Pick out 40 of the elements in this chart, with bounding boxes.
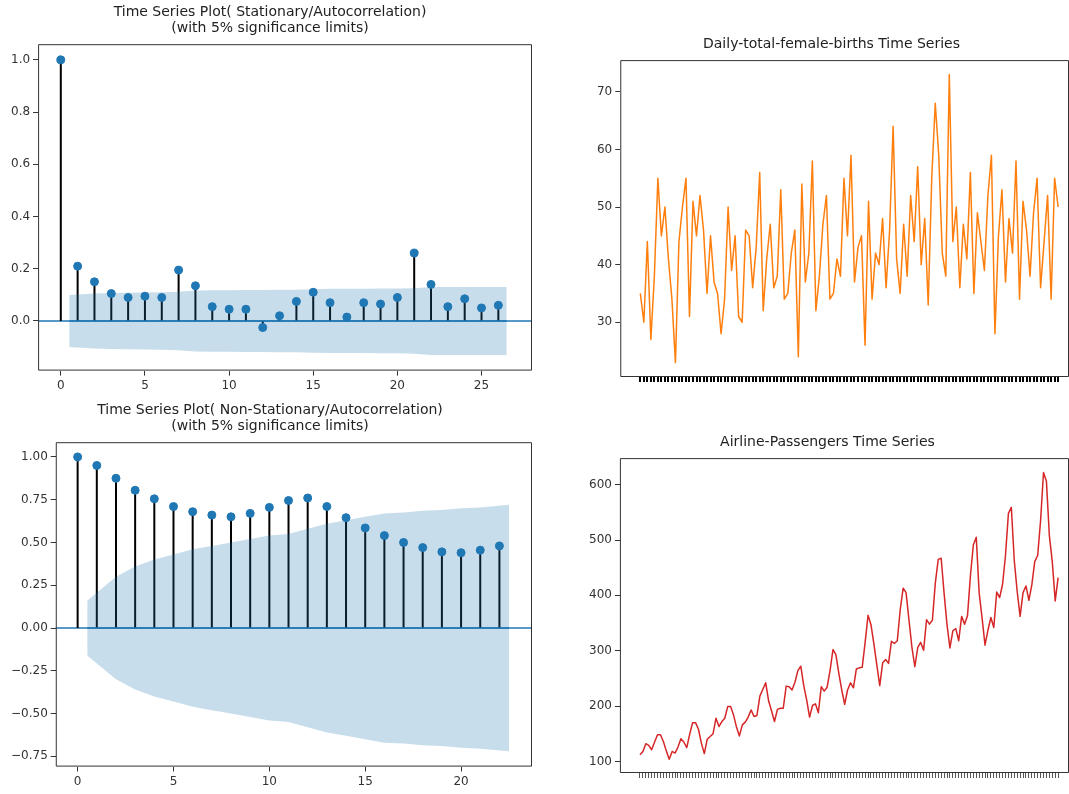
chart-title: Airline-Passengers Time Series xyxy=(720,432,935,449)
y-tick-label: 50 xyxy=(596,199,613,214)
y-tick-label: 1.00 xyxy=(21,449,48,464)
x-tick-label: 10 xyxy=(261,773,277,788)
y-tick-label: 0.8 xyxy=(10,104,31,119)
x-tick-label: 10 xyxy=(221,377,237,392)
y-tick-label: 60 xyxy=(596,141,613,156)
y-tick-label: 600 xyxy=(589,476,612,491)
y-tick-label: 0.2 xyxy=(10,260,31,275)
y-tick-label: 0.6 xyxy=(10,156,31,171)
y-tick-label: 30 xyxy=(596,314,613,329)
y-tick-label: 1.0 xyxy=(10,51,31,66)
x-tick-label: 0 xyxy=(56,377,65,392)
x-tick-label: 15 xyxy=(305,377,321,392)
y-tick-label: 0.50 xyxy=(21,534,48,549)
y-tick-label: 70 xyxy=(596,83,613,98)
y-tick-label: 0.75 xyxy=(21,491,48,506)
x-tick-label: 20 xyxy=(389,377,406,392)
y-tick-label: 0.0 xyxy=(10,313,31,328)
y-tick-label: 400 xyxy=(589,587,612,602)
y-tick-label: −0.75 xyxy=(10,748,48,763)
y-tick-label: 300 xyxy=(589,642,612,657)
y-tick-label: 100 xyxy=(589,753,612,768)
y-tick-label: 0.00 xyxy=(21,620,48,635)
y-tick-label: 500 xyxy=(589,532,612,547)
chart-title: Daily-total-female-births Time Series xyxy=(702,34,961,51)
x-tick-label: 5 xyxy=(141,377,149,392)
x-tick-label: 5 xyxy=(169,773,178,788)
y-tick-label: 0.4 xyxy=(10,208,31,223)
y-tick-label: 200 xyxy=(589,698,612,713)
x-tick-label: 0 xyxy=(73,773,82,788)
chart-title: Time Series Plot( Non-Stationary/Autocorrelation) (with 5% significance limits) xyxy=(96,400,443,433)
x-tick-label: 20 xyxy=(453,773,469,788)
x-tick-label: 15 xyxy=(357,773,373,788)
y-tick-label: −0.50 xyxy=(10,705,48,720)
chart-title: Time Series Plot( Stationary/Autocorrelation) (with 5% significance limits) xyxy=(112,2,427,35)
y-tick-label: 0.25 xyxy=(21,577,48,592)
y-tick-label: 40 xyxy=(596,256,613,271)
y-tick-label: −0.25 xyxy=(10,662,48,677)
x-tick-label: 25 xyxy=(473,377,490,392)
